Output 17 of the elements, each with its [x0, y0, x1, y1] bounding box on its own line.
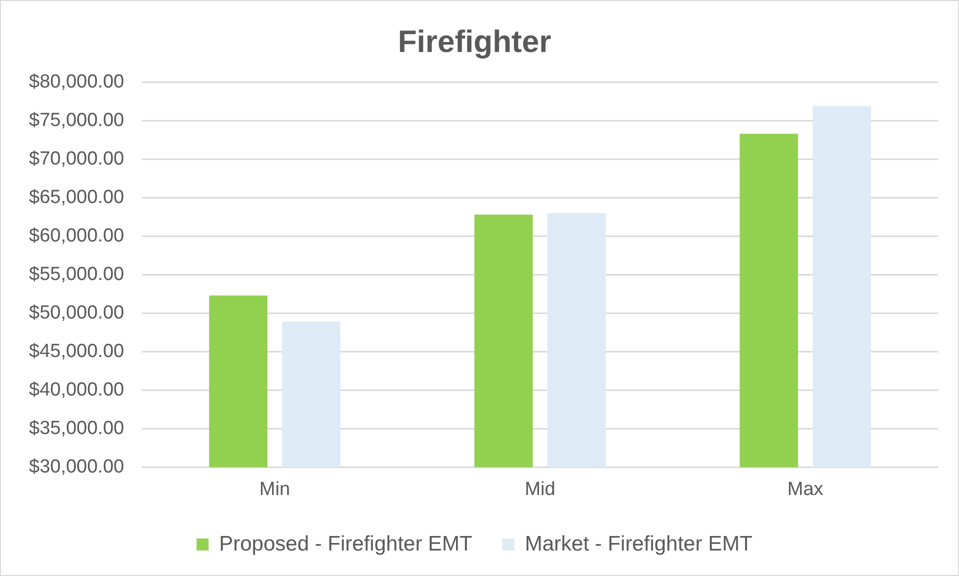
legend-label: Market - Firefighter EMT	[524, 532, 753, 556]
y-tick-label: $35,000.00	[29, 418, 124, 439]
chart-title: Firefighter	[398, 24, 552, 60]
x-tick-label: Max	[787, 478, 824, 500]
y-tick-label: $70,000.00	[29, 148, 124, 170]
y-tick-label: $30,000.00	[29, 456, 124, 478]
y-tick-label: $75,000.00	[29, 110, 124, 131]
legend-label: Proposed - Firefighter EMT	[219, 532, 473, 556]
y-tick-label: $65,000.00	[29, 186, 124, 208]
y-tick-label: $60,000.00	[29, 225, 124, 246]
y-tick-label: $45,000.00	[29, 340, 124, 362]
y-tick-label: $55,000.00	[29, 264, 124, 285]
x-tick-label: Mid	[524, 478, 556, 500]
y-tick-label: $40,000.00	[29, 379, 124, 400]
y-tick-label: $50,000.00	[29, 302, 124, 324]
y-tick-label: $80,000.00	[29, 71, 124, 92]
x-tick-label: Min	[259, 478, 290, 500]
